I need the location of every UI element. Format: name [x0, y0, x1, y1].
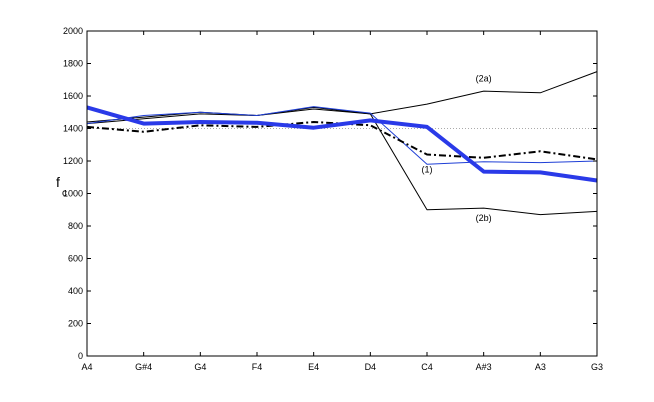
x-tick-label: A4	[81, 362, 92, 372]
y-tick-label: 2000	[63, 26, 83, 36]
annotation-label: (1)	[422, 164, 433, 174]
series-line-sthick	[86, 105, 598, 183]
annotation-label: (2b)	[476, 213, 492, 223]
annotations: (2a) (1) (2b)	[422, 73, 492, 223]
x-tick-label: A#3	[476, 362, 492, 372]
y-tick-label: 800	[68, 221, 83, 231]
annotation-label: (2a)	[476, 73, 492, 83]
x-tick-label: C4	[421, 362, 433, 372]
y-tick-label: 1200	[63, 156, 83, 166]
y-axis-label: f	[56, 174, 60, 190]
x-tick-label: F4	[252, 362, 263, 372]
y-ticks: 0 200 400 600 800 1000 1200 1400 1600 1800 2000	[63, 26, 597, 361]
series-line-sdash	[86, 121, 598, 161]
x-tick-label: G#4	[135, 362, 152, 372]
x-ticks: A4 G#4 G4 F4 E4 D4 C4 A#3 A3 G3	[81, 31, 603, 372]
y-tick-label: 1800	[63, 59, 83, 69]
series-line-s2a	[86, 71, 598, 125]
axes	[86, 30, 598, 357]
x-tick-label: A3	[535, 362, 546, 372]
y-tick-label: 0	[78, 351, 83, 361]
y-tick-label: 1400	[63, 124, 83, 134]
y-axis-label-subscript: c	[62, 188, 67, 199]
y-tick-label: 200	[68, 319, 83, 329]
series-line-s1	[86, 106, 598, 165]
x-tick-label: G4	[194, 362, 206, 372]
series-line-s2b	[86, 106, 598, 216]
y-tick-label: 400	[68, 286, 83, 296]
x-tick-label: E4	[308, 362, 319, 372]
x-tick-label: D4	[365, 362, 377, 372]
y-tick-label: 1000	[63, 189, 83, 199]
x-tick-label: G3	[591, 362, 603, 372]
y-tick-label: 1600	[63, 91, 83, 101]
plot-frame	[86, 30, 598, 357]
series-group	[86, 71, 598, 216]
y-tick-label: 600	[68, 254, 83, 264]
